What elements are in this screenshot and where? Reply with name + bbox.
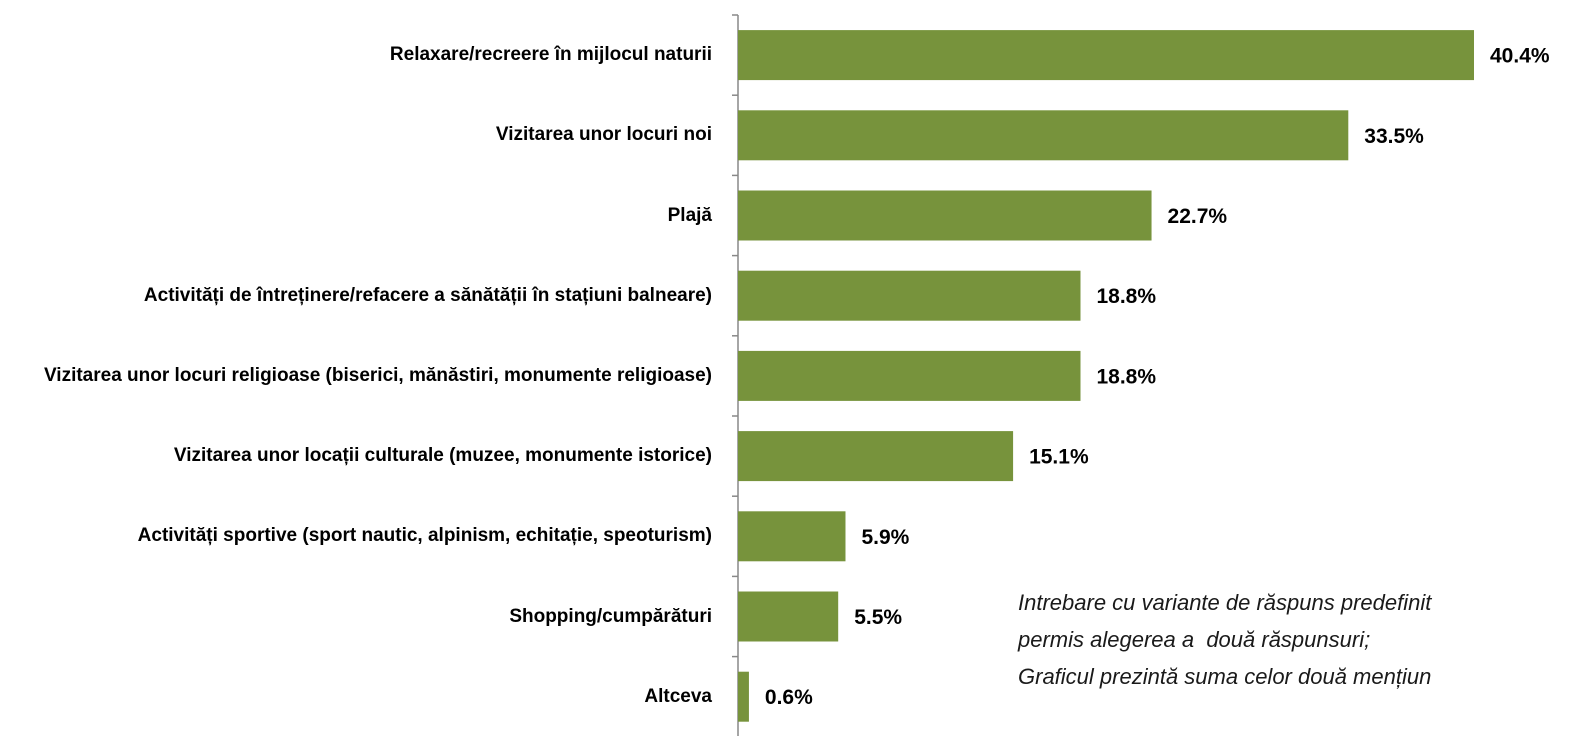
category-label: Activități sportive (sport nautic, alpin…: [137, 525, 712, 547]
annotation: Intrebare cu variante de răspuns predefi…: [1018, 590, 1432, 615]
value-label: 15.1%: [1029, 446, 1089, 469]
bar: [738, 30, 1474, 81]
category-label: Activități de întreținere/refacere a săn…: [143, 284, 712, 306]
value-label: 40.4%: [1490, 45, 1550, 68]
bar: [738, 431, 1014, 482]
bar: [738, 110, 1349, 161]
bar: [738, 591, 839, 642]
category-label: Altceva: [644, 685, 712, 707]
category-label: Vizitarea unor locuri noi: [495, 124, 712, 146]
annotation: Graficul prezintă suma celor două mențiu…: [1018, 664, 1432, 689]
value-label: 18.8%: [1096, 285, 1156, 308]
bar: [738, 190, 1152, 241]
annotation: permis alegerea a două răspunsuri;: [1018, 627, 1371, 652]
value-label: 5.5%: [854, 606, 902, 629]
bar: [738, 270, 1081, 321]
value-label: 5.9%: [861, 526, 909, 549]
category-label: Shopping/cumpărături: [509, 605, 712, 627]
value-label: 33.5%: [1364, 125, 1424, 148]
value-label: 18.8%: [1096, 365, 1156, 388]
category-label: Plajă: [667, 204, 712, 226]
bar: [738, 511, 846, 562]
category-label: Vizitarea unor locuri religioase (biseri…: [43, 364, 712, 386]
value-label: 22.7%: [1168, 205, 1228, 228]
bar: [738, 350, 1081, 401]
category-label: Relaxare/recreere în mijlocul naturii: [389, 44, 712, 66]
value-label: 0.6%: [765, 686, 813, 709]
bar: [738, 671, 749, 722]
category-label: Vizitarea unor locații culturale (muzee,…: [173, 445, 712, 467]
